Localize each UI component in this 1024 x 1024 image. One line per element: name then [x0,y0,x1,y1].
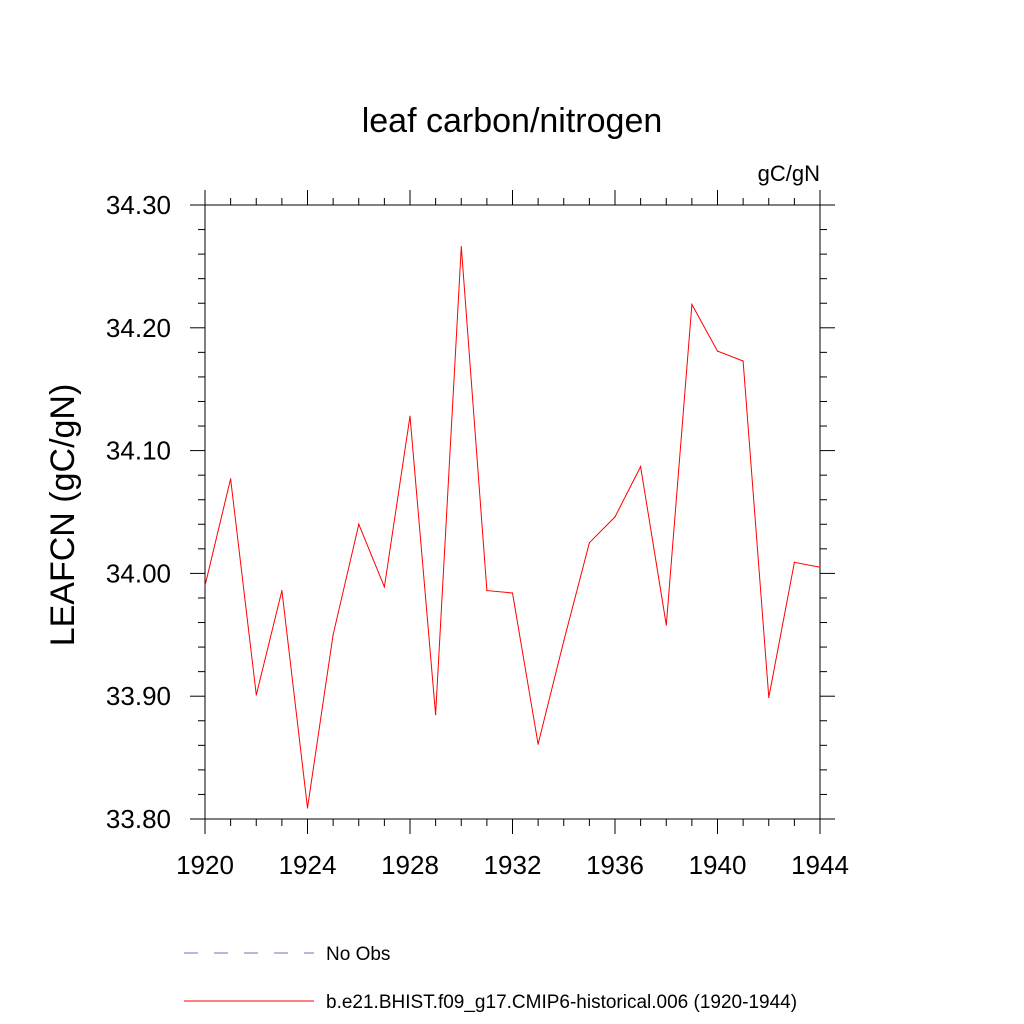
minor-ticks [198,198,827,826]
data-point [230,478,232,480]
chart-title: leaf carbon/nitrogen [362,102,663,140]
major-ticks [190,190,835,834]
x-tick-label: 1920 [176,850,234,880]
data-point [281,589,283,592]
data-point [742,360,744,362]
data-point [716,350,719,352]
legend-label-no-obs: No Obs [326,944,390,965]
x-tick-label: 1928 [381,850,439,880]
data-point [640,465,642,468]
x-tick-label: 1932 [484,850,542,880]
data-point [383,586,385,588]
series-line [204,246,821,808]
x-tick-label: 1944 [791,850,849,880]
y-axis-label: LEAFCN (gC/gN) [44,384,82,647]
legend: No Obs b.e21.BHIST.f09_g17.CMIP6-histori… [184,944,797,1013]
data-point [665,624,667,626]
data-point [537,743,539,745]
data-point [691,303,693,306]
plot-frame [204,204,821,820]
data-point [588,542,590,544]
data-point [511,592,514,594]
data-point [819,566,821,568]
data-point [768,696,770,699]
y-tick-label: 34.20 [106,313,171,343]
y-tick-label: 34.00 [106,558,171,588]
x-tick-label: 1936 [586,850,644,880]
y-tick-labels: 33.80 33.90 34.00 34.10 34.20 34.30 [106,190,171,834]
data-point [614,516,616,518]
data-point [358,523,360,525]
data-point [793,561,795,563]
series-points [204,246,821,809]
data-point [563,640,565,642]
data-point [204,585,206,587]
y-tick-label: 33.80 [106,804,171,834]
y-tick-label: 34.30 [106,190,171,220]
x-tick-label: 1940 [689,850,747,880]
units-label: gC/gN [758,161,820,186]
data-point [460,246,462,248]
legend-label-model-run: b.e21.BHIST.f09_g17.CMIP6-historical.006… [326,992,797,1013]
data-point [255,694,257,696]
data-point [435,714,437,716]
x-tick-label: 1924 [279,850,337,880]
y-tick-label: 33.90 [106,681,171,711]
data-point [306,807,309,809]
x-tick-labels: 1920 1924 1928 1932 1936 1940 1944 [176,850,849,880]
data-point [332,634,334,636]
data-point [409,415,411,417]
data-point [486,589,488,592]
y-tick-label: 34.10 [106,436,171,466]
